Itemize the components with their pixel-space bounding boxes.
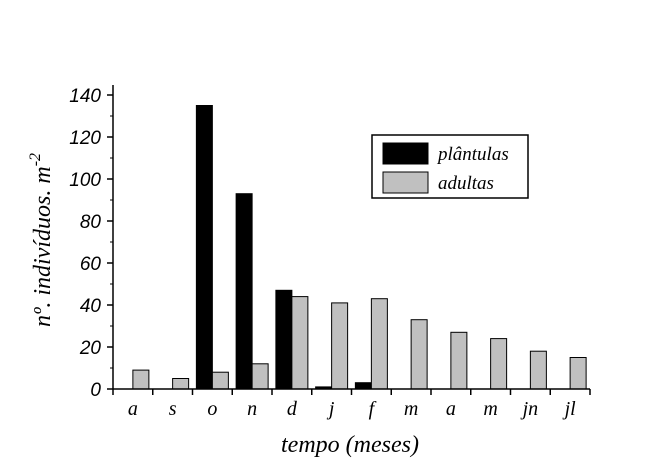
bar-adultas-8 [450,331,468,390]
x-tick-label-3: n [247,398,257,420]
y-axis-title-superscript: -2 [27,153,44,166]
bar-adultas-7 [410,319,428,390]
y-tick-label-3: 60 [80,254,102,275]
x-tick-label-1: s [169,398,177,420]
bar-adultas-2 [211,371,229,390]
x-tick-label-2: o [207,398,217,420]
y-tick-label-5: 100 [69,170,101,191]
bar-plantulas-4 [275,289,293,390]
x-tick-label-4: d [287,398,298,420]
x-tick-label-11: jl [562,398,577,420]
bar-adultas-1 [172,378,190,390]
y-axis-title: nº. indivíduos. m-2 [27,153,56,327]
y-tick-label-7: 140 [69,86,101,107]
x-tick-label-7: m [404,398,418,420]
legend: plântulas adultas [371,134,529,199]
legend-swatch-adultas [382,171,429,194]
x-axis-title: tempo (meses) [281,432,419,458]
x-tick-label-8: a [446,398,456,420]
x-tick-label-10: jn [520,398,539,420]
x-tick-label-9: m [483,398,497,420]
bar-adultas-9 [490,338,508,390]
bar-adultas-3 [251,363,269,390]
x-tick-label-0: a [128,398,138,420]
bar-adultas-5 [331,302,349,390]
bar-plantulas-3 [235,193,253,390]
y-ticks: 0 20 40 60 80 100 120 140 [69,86,113,401]
bar-plantulas-6 [354,382,372,390]
legend-label-adultas: adultas [438,173,494,194]
bar-adultas-4 [291,296,309,390]
y-tick-label-4: 80 [80,212,102,233]
bar-adultas-11 [569,357,587,390]
bar-adultas-6 [370,298,388,390]
x-tick-label-5: j [326,398,335,420]
legend-label-plantulas: plântulas [436,144,509,165]
bar-adultas-10 [529,350,547,390]
y-tick-label-2: 40 [80,296,102,317]
y-tick-label-6: 120 [69,128,101,149]
x-ticks: a s o n d j f m a m jn jl [112,389,591,420]
legend-swatch-plantulas [382,142,429,165]
bar-adultas-0 [132,369,150,390]
bar-plantulas-2 [195,105,213,390]
y-tick-label-0: 0 [90,380,101,401]
y-tick-label-1: 20 [79,338,102,359]
x-tick-label-6: f [369,398,377,420]
y-axis-title-main: nº. indivíduos. m [30,166,56,327]
